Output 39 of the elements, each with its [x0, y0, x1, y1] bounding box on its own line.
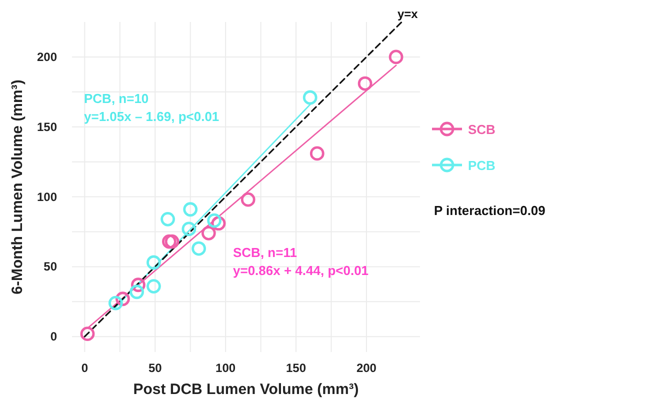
point	[388, 50, 404, 64]
point	[192, 241, 206, 256]
annotation: SCB, n=11 y=0.86x + 4.44, p<0.01	[233, 245, 369, 278]
point	[201, 226, 216, 240]
y-tick-label: 150	[36, 120, 58, 134]
point	[80, 326, 95, 342]
x-tick-label: 50	[148, 361, 162, 375]
x-tick-label: 150	[286, 361, 306, 375]
y-tick-label: 50	[44, 260, 58, 274]
x-axis-title: Post DCB Lumen Volume (mm³)	[133, 381, 359, 398]
point	[310, 146, 324, 161]
point	[211, 216, 226, 231]
series-label: y=x	[398, 7, 418, 21]
point	[162, 234, 176, 249]
point	[146, 279, 161, 294]
y-axis-title: 6-Month Lumen Volume (mm³)	[9, 80, 26, 294]
annotation: PCB, n=10 y=1.05x – 1.69, p<0.01	[84, 91, 220, 124]
x-tick-label: 100	[216, 361, 236, 375]
text: P interaction=0.09	[434, 203, 546, 218]
point	[302, 90, 318, 105]
point	[358, 76, 372, 91]
x-tick-label: 0	[81, 361, 88, 375]
legend-label: SCB	[468, 122, 496, 137]
point	[116, 292, 130, 306]
point	[108, 296, 123, 310]
point	[240, 192, 256, 207]
y-tick-label: 100	[36, 190, 58, 204]
point	[183, 202, 198, 217]
y-tick-label: 200	[36, 50, 58, 64]
point	[207, 213, 222, 228]
point	[182, 222, 196, 236]
point	[160, 212, 176, 226]
point	[130, 284, 144, 300]
point	[164, 234, 180, 249]
point	[146, 255, 161, 270]
x-tick-label: 200	[356, 361, 377, 375]
y-tick-label: 0	[50, 330, 58, 344]
point	[131, 278, 146, 292]
legend-label: PCB	[468, 158, 496, 173]
